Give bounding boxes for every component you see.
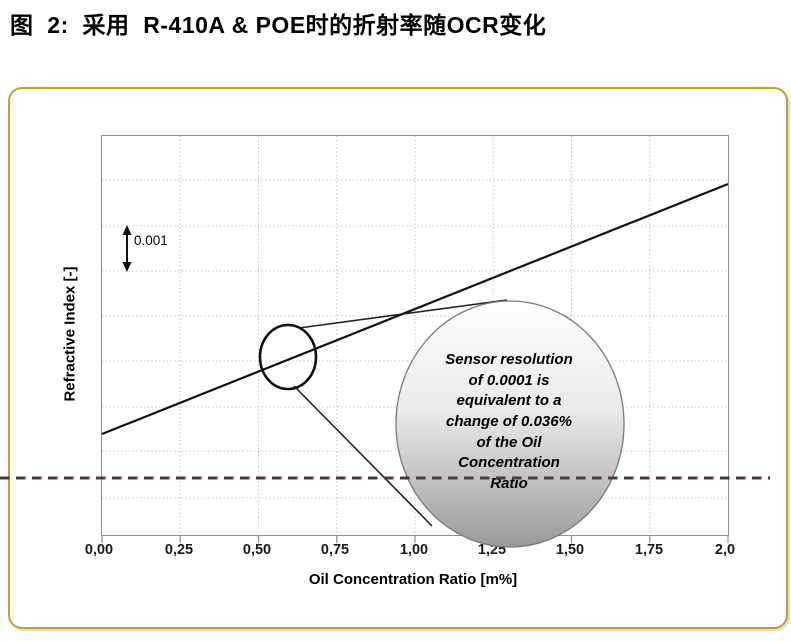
x-tick-label: 1,75 xyxy=(634,542,664,558)
x-tick-label: 0,50 xyxy=(242,542,272,558)
scale-arrow-label: 0.001 xyxy=(134,233,168,248)
chart-svg xyxy=(101,136,729,548)
x-tick-label: 1,50 xyxy=(555,542,585,558)
y-axis-title: Refractive Index [-] xyxy=(61,266,79,402)
x-tick-label: 1,00 xyxy=(399,542,429,558)
trend-line xyxy=(101,182,729,436)
x-tick-label: 0,75 xyxy=(320,542,350,558)
x-tick-label: 2,0 xyxy=(714,542,736,558)
x-tick-label: 0,00 xyxy=(84,542,114,558)
callout-line-lower xyxy=(293,385,433,527)
x-axis-title: Oil Concentration Ratio [m%] xyxy=(308,571,518,588)
callout-line-upper xyxy=(298,299,508,329)
page-title: 图 2: 采用 R-410A & POE时的折射率随OCR变化 xyxy=(10,12,547,38)
scale-arrow-icon xyxy=(122,225,132,272)
chart-plot-area xyxy=(101,135,729,548)
magnifier-text: Sensor resolution of 0.0001 is equivalen… xyxy=(445,351,573,493)
highlight-circle xyxy=(258,323,318,391)
magnifier-ellipse xyxy=(395,300,625,548)
figure-frame xyxy=(8,87,788,629)
x-tick-label: 0,25 xyxy=(164,542,194,558)
